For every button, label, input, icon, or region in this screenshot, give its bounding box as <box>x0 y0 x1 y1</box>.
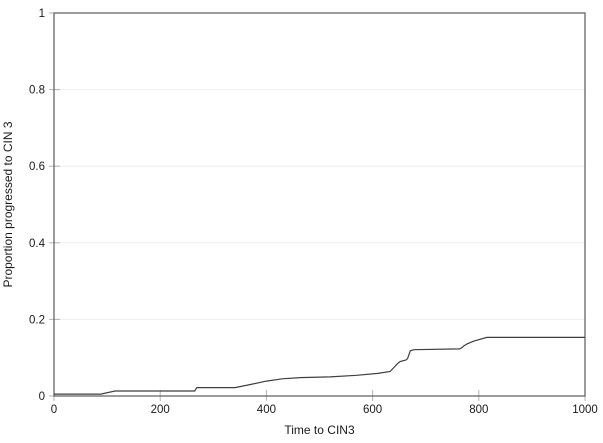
y-tick-label: 0.2 <box>29 314 45 326</box>
x-tick-label: 400 <box>257 404 276 416</box>
y-tick-label: 1 <box>39 8 45 20</box>
y-tick-label: 0.8 <box>29 85 45 97</box>
y-tick-label: 0 <box>39 391 45 403</box>
x-tick-label: 0 <box>51 404 57 416</box>
y-tick-label: 0.6 <box>29 161 45 173</box>
y-tick-label: 0.4 <box>29 238 46 250</box>
x-tick-label: 800 <box>469 404 488 416</box>
x-tick-label: 600 <box>363 404 382 416</box>
plot-frame <box>53 12 586 397</box>
axis-ticks <box>49 12 586 401</box>
y-axis-title: Proportion progressed to CIN 3 <box>1 121 15 287</box>
x-tick-labels: 0 200 400 600 800 1000 <box>51 404 598 416</box>
km-step-curve <box>54 336 585 395</box>
x-axis-title: Time to CIN3 <box>284 423 355 437</box>
x-tick-label: 1000 <box>572 404 598 416</box>
x-tick-label: 200 <box>151 404 170 416</box>
y-tick-labels: 0 0.2 0.4 0.6 0.8 1 <box>29 8 46 403</box>
gridlines <box>54 89 585 320</box>
